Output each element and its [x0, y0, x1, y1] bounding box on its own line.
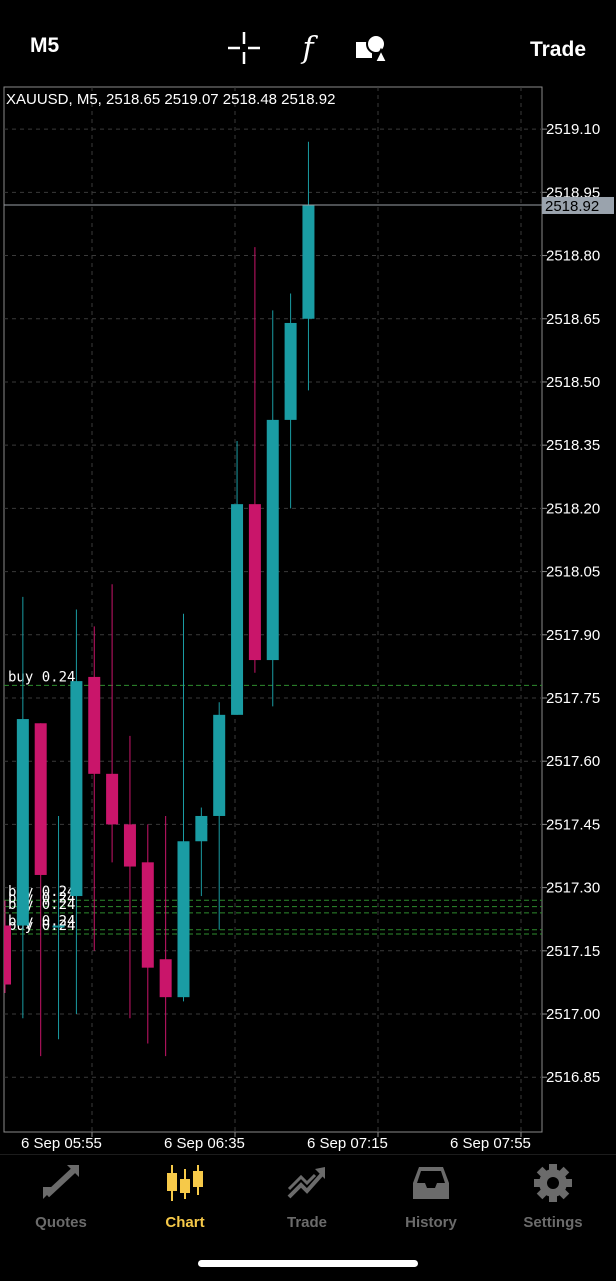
bull-candle: [52, 925, 65, 928]
shapes-icon[interactable]: [354, 30, 390, 66]
symbol-info: XAUUSD, M5, 2518.65 2519.07 2518.48 2518…: [6, 91, 335, 108]
bear-candle: [248, 504, 261, 661]
current-price-label: 2518.92: [545, 198, 599, 215]
price-axis-label: 2518.65: [546, 311, 600, 328]
bear-candle: [141, 862, 154, 968]
tab-chart[interactable]: Chart: [130, 1163, 240, 1231]
gear-icon: [534, 1164, 572, 1202]
time-axis-label: 6 Sep 07:55: [450, 1135, 531, 1152]
time-axis-label: 6 Sep 07:15: [307, 1135, 388, 1152]
tab-label: History: [405, 1214, 457, 1231]
time-axis-label: 6 Sep 06:35: [164, 1135, 245, 1152]
bull-candle: [70, 681, 83, 897]
trade-button[interactable]: Trade: [529, 38, 586, 61]
tab-quotes[interactable]: Quotes: [6, 1163, 116, 1231]
bull-candle: [302, 204, 315, 319]
bull-candle: [16, 719, 29, 926]
tab-label: Trade: [286, 1214, 328, 1231]
price-axis-label: 2518.05: [546, 564, 600, 581]
chart-frame: [3, 86, 543, 1133]
tab-label: Settings: [523, 1214, 583, 1231]
price-axis-label: 2519.10: [546, 121, 600, 138]
home-indicator: [198, 1260, 418, 1267]
price-axis-label: 2517.30: [546, 880, 600, 897]
svg-text:f: f: [300, 31, 318, 66]
price-axis-label: 2518.20: [546, 500, 600, 517]
crosshair-icon[interactable]: [226, 30, 262, 66]
price-axis-label: 2517.15: [546, 943, 600, 960]
price-axis-label: 2517.75: [546, 690, 600, 707]
inbox-icon: [413, 1167, 449, 1199]
price-axis-label: 2517.60: [546, 753, 600, 770]
quotes-icon: [43, 1165, 79, 1199]
bull-candle: [284, 322, 297, 420]
candles-icon: [167, 1165, 203, 1201]
bull-candle: [231, 504, 244, 715]
bear-candle: [4, 925, 11, 985]
bull-candle: [266, 419, 279, 661]
tab-bar: Quotes Chart Trade History: [0, 1154, 616, 1281]
order-label: buy 0.24: [8, 669, 75, 685]
top-bar: M5 f Trade: [0, 0, 616, 84]
tab-settings[interactable]: Settings: [498, 1163, 608, 1231]
price-chart[interactable]: 2519.102518.952518.802518.652518.502518.…: [0, 84, 616, 1154]
price-axis-label: 2517.45: [546, 816, 600, 833]
function-icon[interactable]: f: [290, 30, 326, 66]
bear-candle: [88, 676, 101, 774]
bull-candle: [195, 815, 208, 842]
chart-area[interactable]: 2519.10 2518.95 2518.80 2518.65 2518.50 2518.…: [0, 84, 616, 1154]
tab-label: Chart: [165, 1214, 205, 1231]
bull-candle: [177, 841, 190, 998]
price-axis-label: 2517.90: [546, 627, 600, 644]
price-axis-label: 2517.00: [546, 1006, 600, 1023]
tab-label: Quotes: [35, 1214, 87, 1231]
tab-history[interactable]: History: [376, 1163, 486, 1231]
current-price-badge: [542, 196, 614, 214]
price-axis-label: 2516.85: [546, 1069, 600, 1086]
tab-trade[interactable]: Trade: [252, 1163, 362, 1231]
price-axis-label: 2518.35: [546, 437, 600, 454]
bear-candle: [106, 773, 119, 825]
price-axis-label: 2518.50: [546, 374, 600, 391]
timeframe-button[interactable]: M5: [30, 34, 60, 57]
bear-candle: [123, 824, 136, 867]
time-axis-label: 6 Sep 05:55: [21, 1135, 102, 1152]
price-axis-label: 2518.80: [546, 248, 600, 265]
bull-candle: [213, 714, 226, 816]
bear-candle: [34, 723, 47, 875]
trade-icon: [287, 1167, 325, 1199]
bear-candle: [159, 959, 172, 998]
